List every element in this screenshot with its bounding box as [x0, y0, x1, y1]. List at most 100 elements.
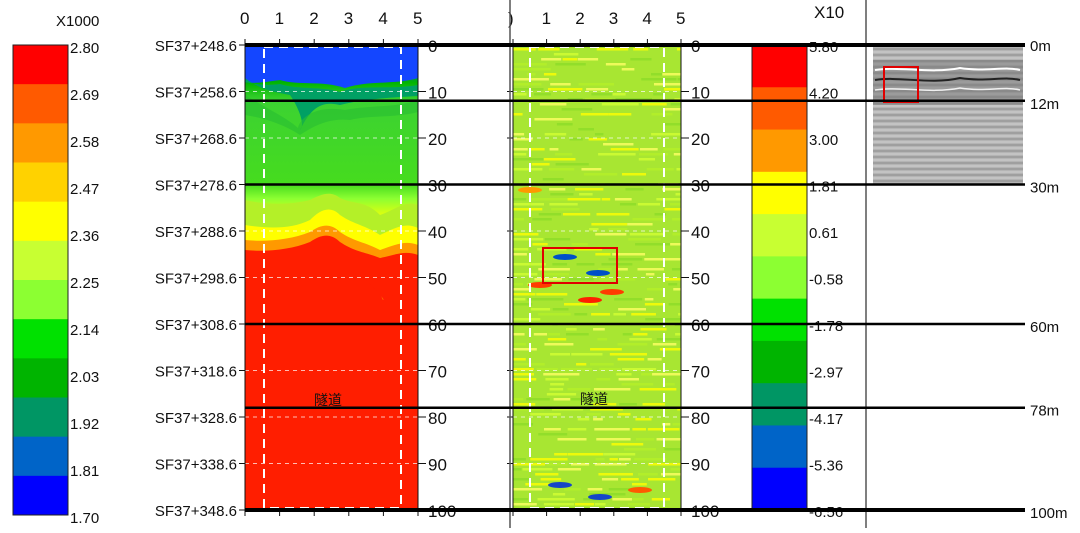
x-tick-label: 2 [309, 9, 318, 28]
right-legend-label: 0.61 [809, 225, 838, 242]
x-tick-label: 3 [344, 9, 353, 28]
left-legend-band [13, 123, 68, 163]
left-legend-band [13, 358, 68, 398]
left-legend-band [13, 202, 68, 242]
depth-tick-label: 20 [691, 130, 710, 149]
right-legend-label: -6.56 [809, 504, 843, 521]
depth-tick-label: 20 [428, 130, 447, 149]
depth-tick-label: 60 [428, 316, 447, 335]
x-tick-label: 5 [676, 9, 685, 28]
gpr-radargram-thumbnail [873, 45, 1023, 185]
left-legend-band [13, 437, 68, 477]
left-legend-label: 1.70 [70, 510, 99, 527]
depth-tick-label: 40 [428, 223, 447, 242]
station-label: SF37+268.6 [155, 131, 237, 148]
resistivity-panel: 隧道 0123450102030405060708090100SF37+248.… [155, 9, 457, 521]
depth-tick-label: 80 [428, 409, 447, 428]
depth-tick-label: 50 [691, 270, 710, 289]
right-legend-band [752, 425, 807, 468]
station-label: SF37+308.6 [155, 317, 237, 334]
depth-tick-label: 50 [428, 270, 447, 289]
marker-label: 12m [1030, 96, 1059, 113]
marker-label: 78m [1030, 403, 1059, 420]
right-legend-label: -4.17 [809, 411, 843, 428]
right-color-legend: X10 5.804.203.001.810.61-0.58-1.78-2.97-… [752, 3, 844, 521]
right-legend-band [752, 45, 807, 88]
left-legend-label: 1.92 [70, 416, 99, 433]
left-legend-band [13, 280, 68, 320]
right-legend-label: -2.97 [809, 365, 843, 382]
x-tick-label: 3 [609, 9, 618, 28]
left-legend-band [13, 84, 68, 124]
right-legend-label: -0.58 [809, 272, 843, 289]
left-legend-label: 2.36 [70, 228, 99, 245]
tunnel-label-1: 隧道 [314, 392, 342, 408]
x-tick-label: 1 [275, 9, 284, 28]
radar-attribute-panel: 隧道 )123450102030405060708090100 [507, 9, 719, 521]
right-legend-band [752, 172, 807, 215]
left-legend-band [13, 45, 68, 85]
right-legend-band [752, 130, 807, 173]
marker-label: 100m [1030, 505, 1068, 522]
right-legend-band [752, 299, 807, 342]
left-legend-band [13, 476, 68, 516]
right-legend-band [752, 256, 807, 299]
x-tick-label: 4 [378, 9, 387, 28]
station-label: SF37+248.6 [155, 38, 237, 55]
left-legend-label: 2.58 [70, 134, 99, 151]
depth-tick-label: 40 [691, 223, 710, 242]
station-label: SF37+318.6 [155, 364, 237, 381]
x-tick-label: 4 [642, 9, 651, 28]
depth-tick-label: 30 [691, 177, 710, 196]
left-legend-label: 2.69 [70, 87, 99, 104]
left-legend-label: 2.80 [70, 40, 99, 57]
depth-tick-label: 90 [428, 456, 447, 475]
right-legend-band [752, 383, 807, 426]
x-tick-label: ) [508, 9, 514, 28]
right-legend-multiplier: X10 [814, 3, 844, 22]
x-tick-label: 2 [575, 9, 584, 28]
x-tick-label: 5 [413, 9, 422, 28]
left-legend-band [13, 241, 68, 281]
depth-tick-label: 60 [691, 316, 710, 335]
x-tick-label: 0 [240, 9, 249, 28]
station-label: SF37+288.6 [155, 224, 237, 241]
left-legend-band [13, 398, 68, 438]
left-legend-label: 2.25 [70, 275, 99, 292]
left-legend-label: 2.03 [70, 369, 99, 386]
left-legend-band [13, 163, 68, 203]
depth-tick-label: 70 [428, 363, 447, 382]
marker-label: 60m [1030, 319, 1059, 336]
marker-label: 30m [1030, 180, 1059, 197]
right-legend-band [752, 214, 807, 257]
right-legend-label: -1.78 [809, 318, 843, 335]
depth-tick-label: 90 [691, 456, 710, 475]
depth-tick-label: 70 [691, 363, 710, 382]
right-legend-label: -5.36 [809, 458, 843, 475]
right-legend-band [752, 468, 807, 511]
marker-label: 0m [1030, 38, 1051, 55]
station-label: SF37+338.6 [155, 457, 237, 474]
left-legend-multiplier: X1000 [56, 13, 99, 30]
left-legend-label: 2.47 [70, 181, 99, 198]
right-legend-band [752, 341, 807, 384]
station-label: SF37+348.6 [155, 503, 237, 520]
station-label: SF37+278.6 [155, 178, 237, 195]
left-color-legend: X1000 2.80 2.69 2.58 2.47 2.36 2.25 2.14 2.03 1.… [13, 13, 99, 527]
depth-tick-label: 30 [428, 177, 447, 196]
x-tick-label: 1 [542, 9, 551, 28]
tunnel-label-2: 隧道 [580, 391, 608, 407]
right-legend-label: 1.81 [809, 179, 838, 196]
right-legend-label: 5.80 [809, 39, 838, 56]
station-label: SF37+258.6 [155, 85, 237, 102]
station-label: SF37+328.6 [155, 410, 237, 427]
depth-tick-label: 80 [691, 409, 710, 428]
right-legend-band [752, 87, 807, 130]
right-legend-label: 3.00 [809, 132, 838, 149]
left-legend-label: 1.81 [70, 463, 99, 480]
left-legend-label: 2.14 [70, 322, 99, 339]
station-label: SF37+298.6 [155, 271, 237, 288]
left-legend-band [13, 319, 68, 359]
